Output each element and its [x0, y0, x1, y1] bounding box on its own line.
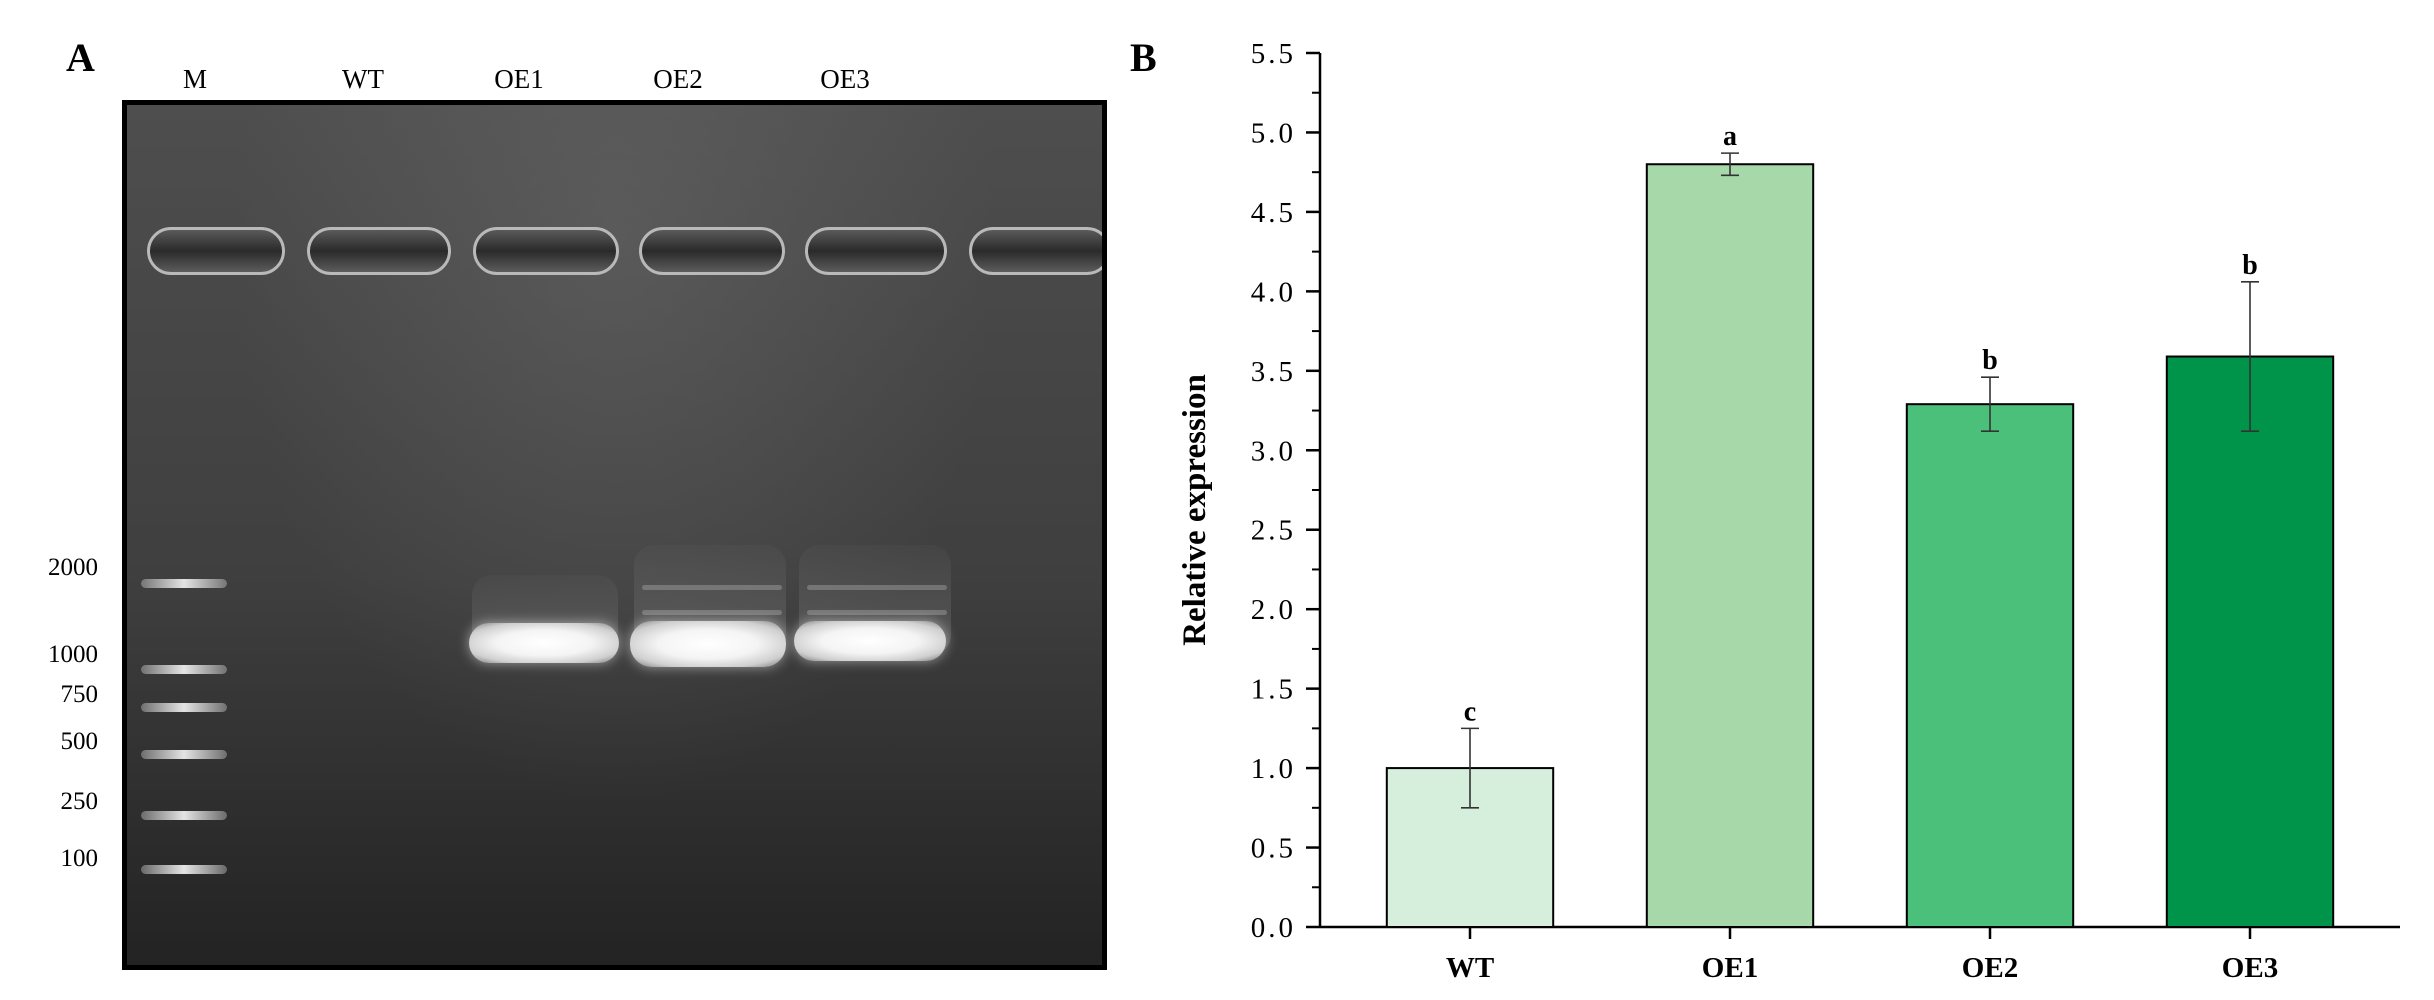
faint-band: [642, 610, 782, 615]
ladder-band: [141, 750, 227, 759]
y-tick-label: 3.0: [1251, 435, 1296, 467]
ladder-band: [141, 865, 227, 874]
y-tick-label: 1.0: [1251, 753, 1296, 785]
significance-letter: a: [1723, 121, 1737, 152]
y-axis: 0.0 0.5 1.0 1.5 2.0 2.5 3.0 3.5 4.0 4.5 5.0 5.5: [1251, 38, 1322, 944]
y-tick-label: 2.0: [1251, 594, 1296, 626]
bar-oe1: [1645, 163, 1815, 928]
marker-size-label: 250: [60, 788, 99, 815]
y-tick-label: 2.5: [1251, 515, 1296, 547]
x-tick-label: OE1: [1702, 952, 1758, 984]
panel-a-label: A: [66, 35, 95, 80]
marker-size-label: 100: [60, 845, 99, 872]
y-tick-label: 5.0: [1251, 117, 1296, 149]
ladder-band: [141, 579, 227, 588]
gel-well: [307, 227, 451, 275]
x-tick-label: OE2: [1962, 952, 2018, 984]
faint-band: [807, 610, 947, 615]
y-axis-label: Relative expression: [1177, 374, 1213, 646]
gel-well: [805, 227, 947, 275]
y-tick-label: 1.5: [1251, 674, 1296, 706]
significance-letter: b: [2242, 250, 2258, 281]
gel-well: [969, 227, 1102, 275]
lane-label-wt: WT: [342, 64, 384, 94]
pcr-band-oe3: [794, 621, 946, 661]
gel-well: [473, 227, 619, 275]
marker-size-label: 750: [60, 681, 99, 708]
marker-size-label: 1000: [48, 641, 98, 668]
relative-expression-chart: 0.0 0.5 1.0 1.5 2.0 2.5 3.0 3.5 4.0 4.5 5.0 5.5 WT O…: [1160, 20, 2414, 1000]
ladder-band: [141, 811, 227, 820]
marker-size-label: 2000: [48, 554, 98, 581]
x-axis: WT OE1 OE2 OE3: [1320, 925, 2400, 984]
bar-oe3: [2165, 355, 2335, 928]
y-tick-label: 5.5: [1251, 38, 1296, 70]
y-tick-label: 0.5: [1251, 833, 1296, 865]
significance-letter: c: [1464, 696, 1476, 727]
y-tick-label: 4.0: [1251, 276, 1296, 308]
gel-well: [147, 227, 285, 275]
lane-label-oe1: OE1: [494, 64, 544, 94]
bar-oe2: [1905, 403, 2075, 928]
lane-label-oe2: OE2: [653, 64, 703, 94]
faint-band: [807, 585, 947, 590]
y-tick-label: 0.0: [1251, 912, 1296, 944]
lane-label-m: M: [182, 64, 207, 94]
agarose-gel-image: [122, 100, 1107, 970]
bar-chart-svg: 0.0 0.5 1.0 1.5 2.0 2.5 3.0 3.5 4.0 4.5 5.0 5.5 WT O…: [1177, 38, 2400, 984]
x-tick-label: WT: [1446, 952, 1494, 984]
ladder-band: [141, 703, 227, 712]
bars: c a b b: [1385, 121, 2335, 928]
y-tick-label: 4.5: [1251, 197, 1296, 229]
panel-b-label: B: [1130, 35, 1157, 80]
pcr-band-oe2: [630, 621, 786, 667]
x-tick-label: OE3: [2222, 952, 2278, 984]
ladder-band: [141, 665, 227, 674]
lane-label-oe3: OE3: [820, 64, 870, 94]
significance-letter: b: [1982, 345, 1998, 376]
faint-band: [642, 585, 782, 590]
gel-well: [639, 227, 785, 275]
pcr-band-oe1: [469, 623, 619, 663]
marker-size-label: 500: [60, 728, 99, 755]
y-tick-label: 3.5: [1251, 356, 1296, 388]
